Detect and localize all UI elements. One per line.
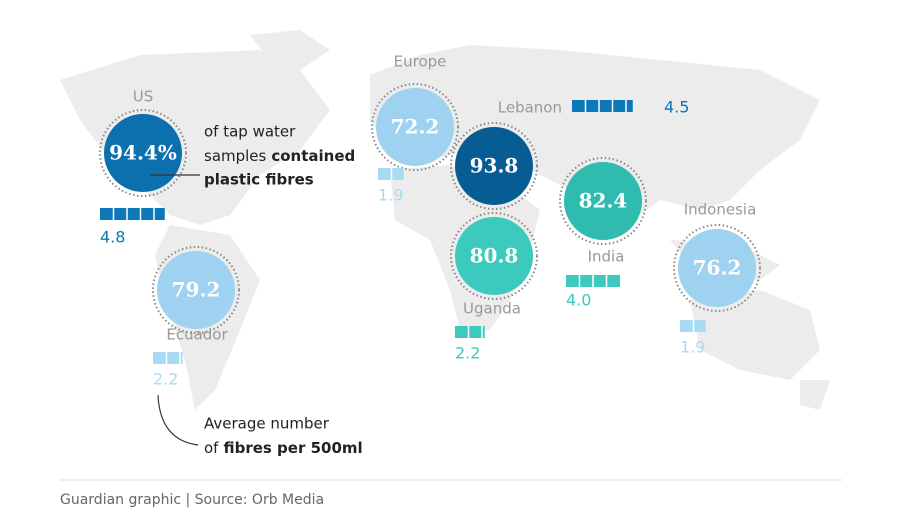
fibres-annotation: Average number of fibres per 500ml <box>157 394 363 457</box>
fibre-label: 1.9 <box>378 186 403 205</box>
percent-circle <box>455 127 533 205</box>
region-name: India <box>588 248 625 266</box>
percent-label: 94.4% <box>109 141 177 165</box>
fibre-label: 2.2 <box>153 370 178 389</box>
annotation-text: of <box>204 439 219 457</box>
percent-circle <box>157 251 235 329</box>
annotation-text: contained <box>271 147 355 165</box>
region-name: Uganda <box>463 300 521 318</box>
region: 80.8 Uganda 2.2 <box>450 212 538 363</box>
annotation-pointer <box>157 394 199 446</box>
region-name: Ecuador <box>166 326 228 344</box>
region-name: Lebanon <box>498 99 562 117</box>
region: 79.2 Ecuador 2.2 <box>152 246 240 389</box>
circle-ring <box>450 122 538 210</box>
region: 94.4% US 4.8 <box>99 88 187 247</box>
fibre-bar <box>455 326 485 338</box>
source: Guardian graphic | Source: Orb Media <box>60 492 324 508</box>
percent-circle <box>104 114 182 192</box>
region: 72.2 Europe 1.9 <box>371 53 459 205</box>
region-name: US <box>133 88 154 106</box>
percent-circle <box>455 217 533 295</box>
fibre-bar <box>100 208 165 220</box>
fibre-bar <box>572 100 633 112</box>
annotation-text: plastic fibres <box>204 171 314 189</box>
region-name: Indonesia <box>684 201 757 219</box>
circle-ring <box>673 224 761 312</box>
circle-ring <box>152 246 240 334</box>
percent-label: 80.8 <box>470 244 519 268</box>
fibre-label: 4.8 <box>100 228 125 247</box>
fibre-label: 4.0 <box>566 291 591 310</box>
annotation-text: of fibres per 500ml <box>204 439 363 457</box>
annotation-text: samples contained <box>204 147 355 165</box>
region: 82.4 India 4.0 <box>559 157 647 310</box>
percent-circle <box>376 88 454 166</box>
percent-circle <box>564 162 642 240</box>
annotation-text: fibres per 500ml <box>223 439 362 457</box>
percent-label: 79.2 <box>172 278 221 302</box>
circle-ring <box>371 83 459 171</box>
percent-label: 72.2 <box>391 115 440 139</box>
percent-circle <box>678 229 756 307</box>
annotation-text: samples <box>204 147 267 165</box>
percent-label: 82.4 <box>579 189 628 213</box>
circle-ring <box>99 109 187 197</box>
annotation-text: Average number <box>204 415 330 433</box>
region: 93.8 Lebanon 4.5 <box>450 98 689 210</box>
percent-annotation: of tap water samples contained plastic fi… <box>150 123 355 189</box>
annotation-text: of tap water <box>204 123 296 141</box>
region-name: Europe <box>394 53 447 71</box>
percent-label: 76.2 <box>693 256 742 280</box>
fibre-label: 2.2 <box>455 344 480 363</box>
fibre-bar <box>153 352 183 364</box>
fibre-label: 1.9 <box>680 338 705 357</box>
circle-ring <box>450 212 538 300</box>
percent-label: 93.8 <box>470 154 519 178</box>
circle-ring <box>559 157 647 245</box>
region: 76.2 Indonesia 1.9 <box>673 201 761 357</box>
fibre-label: 4.5 <box>664 98 689 117</box>
